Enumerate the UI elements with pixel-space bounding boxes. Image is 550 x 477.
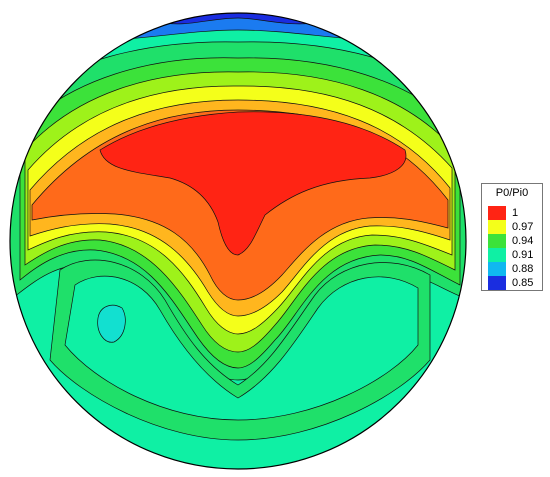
plot-boundary (9, 12, 467, 470)
legend-swatch (488, 276, 506, 290)
legend-tick-label: 0.91 (512, 249, 534, 261)
legend-row: 0.97 (488, 220, 542, 234)
legend-tick-label: 0.85 (512, 277, 534, 289)
legend-swatch (488, 220, 506, 234)
legend-swatch (488, 248, 506, 262)
legend-row: 0.91 (488, 248, 542, 262)
contour-band (64, 275, 419, 421)
legend-row: 1 (488, 206, 542, 220)
legend-tick-label: 0.97 (512, 221, 534, 233)
contour-band (97, 304, 126, 343)
legend-tick-label: 1 (512, 207, 519, 219)
colorbar-legend: P0/Pi0 1 0.97 0.94 0.91 0.88 0.85 (481, 183, 543, 291)
legend-row: 0.85 (488, 276, 542, 290)
legend-title: P0/Pi0 (495, 187, 529, 199)
legend-swatch (488, 234, 506, 248)
contour-plot (9, 12, 467, 470)
legend-row: 0.88 (488, 262, 542, 276)
legend-swatch (488, 262, 506, 276)
legend-row: 0.94 (488, 234, 542, 248)
legend-tick-label: 0.88 (512, 263, 534, 275)
contour-band (99, 111, 407, 256)
contour-fills (10, 13, 466, 469)
legend-tick-label: 0.94 (512, 235, 534, 247)
legend-swatch (488, 206, 506, 220)
